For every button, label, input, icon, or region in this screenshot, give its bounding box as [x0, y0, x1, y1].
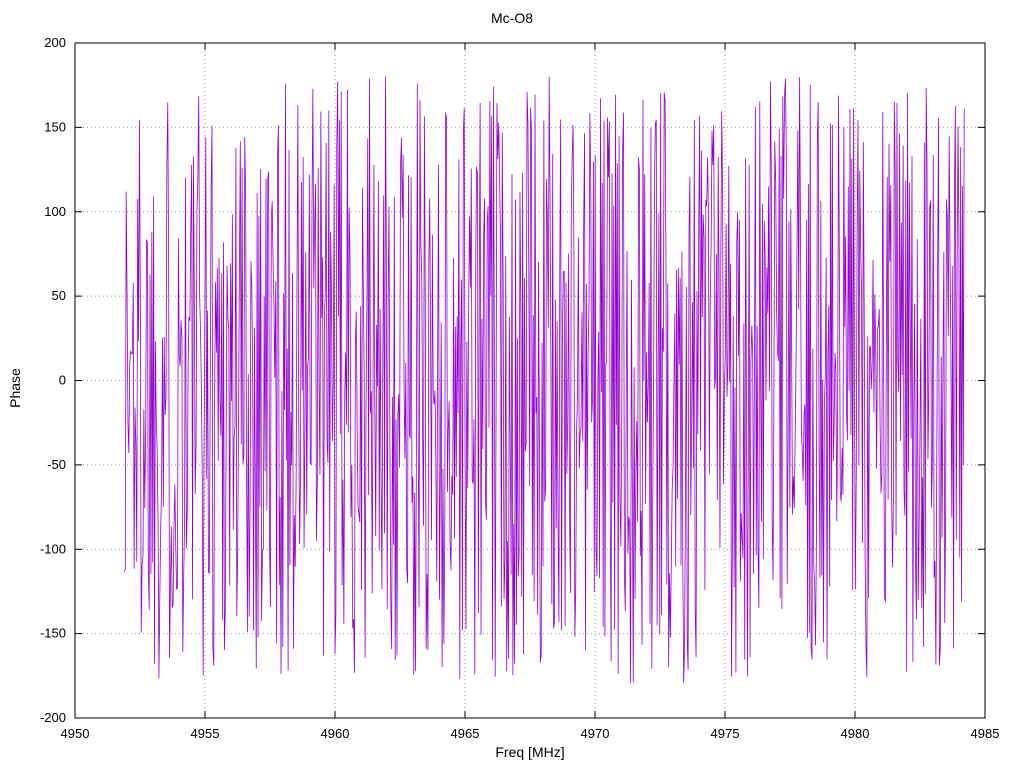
data-series-line — [124, 76, 965, 684]
x-tick-label: 4980 — [841, 726, 870, 741]
x-axis-label: Freq [MHz] — [495, 744, 565, 760]
x-tick-label: 4960 — [321, 726, 350, 741]
y-tick-label: -150 — [40, 626, 66, 641]
y-tick-label: 200 — [44, 35, 66, 50]
x-tick-label: 4970 — [581, 726, 610, 741]
x-tick-label: 4965 — [451, 726, 480, 741]
x-tick-label: 4975 — [711, 726, 740, 741]
y-tick-label: 150 — [44, 119, 66, 134]
y-tick-label: 100 — [44, 204, 66, 219]
x-tick-label: 4950 — [61, 726, 90, 741]
y-tick-label: -100 — [40, 541, 66, 556]
y-tick-label: -50 — [47, 457, 66, 472]
y-tick-label: -200 — [40, 710, 66, 725]
x-tick-label: 4955 — [191, 726, 220, 741]
x-tick-label: 4985 — [971, 726, 1000, 741]
chart-title: Mc-O8 — [491, 10, 533, 26]
y-tick-label: 0 — [59, 373, 66, 388]
y-tick-label: 50 — [52, 288, 66, 303]
